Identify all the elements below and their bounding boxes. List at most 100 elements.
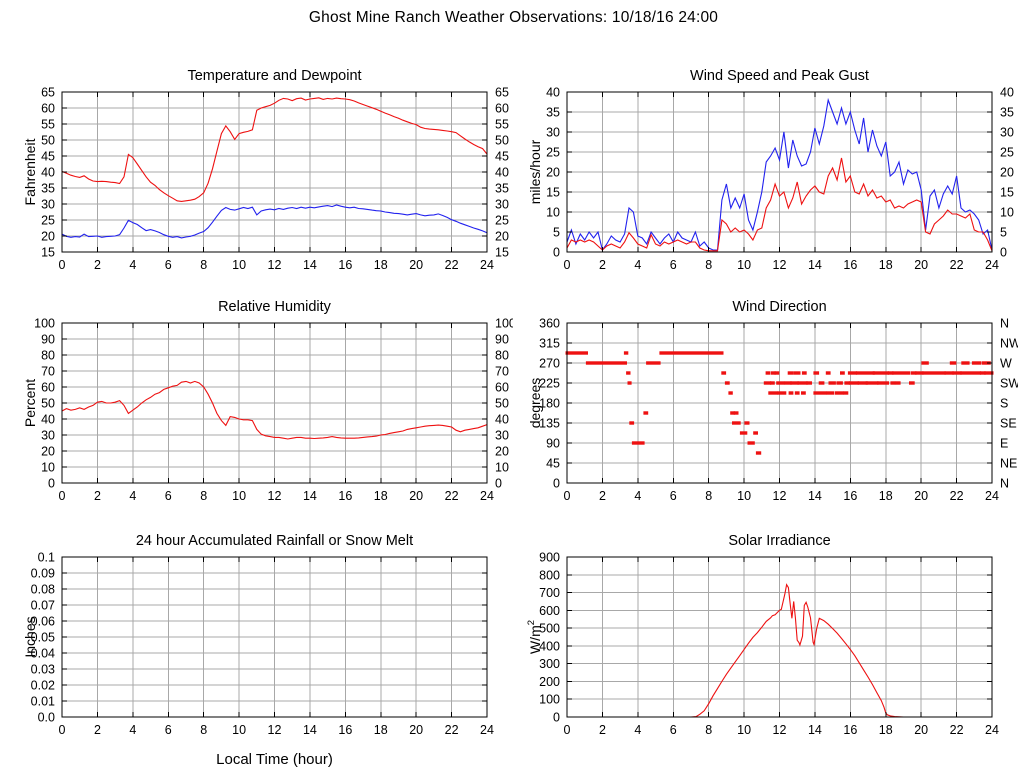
right-tick-label: 25 — [495, 214, 509, 228]
x-tick-label: 12 — [268, 258, 282, 270]
grid — [61, 91, 488, 253]
x-tick-label: 16 — [338, 723, 352, 737]
x-tick-label: 22 — [950, 489, 964, 501]
x-tick-label: 6 — [165, 258, 172, 270]
y-tick-label: 900 — [539, 551, 560, 565]
chart-title: Relative Humidity — [218, 299, 332, 315]
right-tick-label: 5 — [1000, 226, 1007, 240]
y-tick-label: 45 — [546, 457, 560, 471]
tick-marks — [566, 556, 993, 718]
x-tick-label: 14 — [808, 723, 822, 737]
x-tick-label: 16 — [338, 258, 352, 270]
y-tick-label: 90 — [41, 333, 55, 347]
y-tick-label: 200 — [539, 675, 560, 689]
right-tick-label: 70 — [495, 365, 509, 379]
y-tick-label: 20 — [546, 166, 560, 180]
y-tick-label: 225 — [539, 377, 560, 391]
y-tick-label: 500 — [539, 622, 560, 636]
x-tick-label: 16 — [843, 489, 857, 501]
x-tick-label: 10 — [232, 489, 246, 501]
x-tick-label: 8 — [705, 489, 712, 501]
y-tick-label: 55 — [41, 118, 55, 132]
x-tick-label: 4 — [634, 489, 641, 501]
y-tick-label: 30 — [41, 429, 55, 443]
y-tick-label: 0.02 — [31, 679, 55, 693]
y-tick-label: 0.07 — [31, 599, 55, 613]
x-tick-label: 6 — [165, 489, 172, 501]
page-title: Ghost Mine Ranch Weather Observations: 1… — [308, 9, 719, 26]
right-tick-label: 90 — [495, 333, 509, 347]
x-tick-label: 8 — [200, 258, 207, 270]
y-axis-label: Percent — [22, 379, 38, 427]
right-tick-label: SE — [1000, 417, 1017, 431]
x-tick-label: 20 — [409, 258, 423, 270]
right-tick-label: NW — [1000, 337, 1018, 351]
x-tick-label: 22 — [950, 723, 964, 737]
x-tick-label: 12 — [773, 258, 787, 270]
x-tick-label: 6 — [670, 489, 677, 501]
y-tick-label: 50 — [41, 397, 55, 411]
x-tick-label: 10 — [737, 723, 751, 737]
right-tick-label: 30 — [495, 198, 509, 212]
series-wind-speed — [566, 157, 993, 252]
x-tick-label: 18 — [879, 723, 893, 737]
x-tick-label: 0 — [564, 258, 571, 270]
right-tick-label: NE — [1000, 457, 1017, 471]
y-tick-label: 50 — [41, 134, 55, 148]
y-tick-label: 40 — [41, 166, 55, 180]
y-tick-label: 30 — [546, 126, 560, 140]
right-tick-label: W — [1000, 357, 1012, 371]
y-tick-label: 90 — [546, 437, 560, 451]
y-tick-label: 360 — [539, 317, 560, 331]
chart-title: Solar Irradiance — [728, 533, 830, 549]
x-tick-label: 10 — [232, 258, 246, 270]
right-tick-label: 40 — [1000, 86, 1014, 100]
x-tick-label: 6 — [670, 723, 677, 737]
right-tick-label: 20 — [495, 445, 509, 459]
y-tick-label: 0.0 — [38, 711, 55, 725]
chart-title: Wind Speed and Peak Gust — [690, 68, 869, 84]
y-tick-label: 0.04 — [31, 647, 55, 661]
x-tick-label: 2 — [94, 258, 101, 270]
x-tick-label: 2 — [599, 258, 606, 270]
y-tick-label: 0 — [553, 246, 560, 260]
y-tick-label: 0.06 — [31, 615, 55, 629]
tick-marks — [61, 91, 488, 253]
x-tick-label: 0 — [564, 723, 571, 737]
right-tick-label: 10 — [495, 461, 509, 475]
x-tick-label: 6 — [165, 723, 172, 737]
x-tick-label: 0 — [59, 723, 66, 737]
y-tick-label: 25 — [546, 146, 560, 160]
series-dewpoint — [61, 204, 488, 239]
right-tick-label: 55 — [495, 118, 509, 132]
x-tick-label: 22 — [445, 258, 459, 270]
y-tick-label: 600 — [539, 604, 560, 618]
y-tick-label: 20 — [41, 445, 55, 459]
y-tick-label: 800 — [539, 568, 560, 582]
y-tick-label: 40 — [41, 413, 55, 427]
right-tick-label: 20 — [1000, 166, 1014, 180]
y-tick-label: 45 — [41, 150, 55, 164]
y-tick-label: 65 — [41, 86, 55, 100]
right-tick-label: N — [1000, 317, 1009, 331]
right-tick-label: 50 — [495, 397, 509, 411]
x-tick-label: 12 — [773, 489, 787, 501]
right-tick-label: 40 — [495, 166, 509, 180]
x-tick-label: 16 — [843, 258, 857, 270]
right-tick-label: E — [1000, 437, 1008, 451]
y-tick-label: 0.01 — [31, 695, 55, 709]
y-axis-label: W/m2 — [526, 620, 543, 654]
y-tick-label: 0.1 — [38, 551, 55, 565]
x-tick-label: 2 — [599, 723, 606, 737]
y-tick-label: 100 — [34, 317, 55, 331]
right-tick-label: 60 — [495, 381, 509, 395]
x-tick-label: 18 — [374, 723, 388, 737]
x-tick-label: 12 — [773, 723, 787, 737]
right-tick-label: 15 — [1000, 186, 1014, 200]
grid — [566, 556, 993, 718]
right-tick-label: 30 — [495, 429, 509, 443]
y-tick-label: 300 — [539, 657, 560, 671]
x-tick-label: 10 — [737, 489, 751, 501]
x-tick-label: 14 — [303, 489, 317, 501]
